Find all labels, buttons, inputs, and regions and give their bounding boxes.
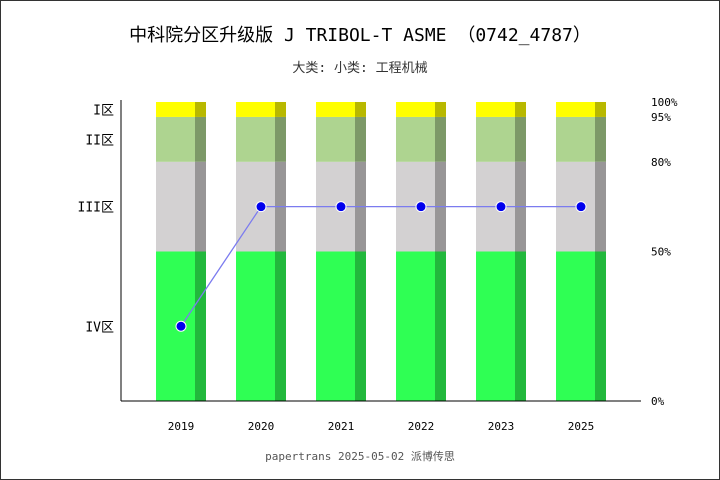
bar-segment-shade <box>195 251 206 401</box>
bar-segment <box>476 102 515 117</box>
bar-segment-shade <box>275 116 286 162</box>
x-tick-label: 2020 <box>248 420 275 433</box>
data-point <box>175 320 187 332</box>
right-tick-label: 95% <box>651 111 671 124</box>
data-point <box>495 201 507 213</box>
bar-segment-shade <box>595 102 606 117</box>
x-tick-label: 2022 <box>408 420 435 433</box>
right-tick-label: 80% <box>651 156 671 169</box>
bar-segment <box>316 251 355 401</box>
bar-segment-shade <box>515 251 526 401</box>
bar-segment <box>476 116 515 162</box>
bar-segment-shade <box>275 102 286 117</box>
bar-segment <box>156 116 195 162</box>
chart-subtitle: 大类: 小类: 工程机械 <box>292 61 428 76</box>
bar-segment-shade <box>435 251 446 401</box>
right-tick-label: 50% <box>651 246 671 259</box>
bar-segment <box>236 116 275 162</box>
right-tick-label: 100% <box>651 96 678 109</box>
x-tick-label: 2025 <box>568 420 595 433</box>
bar-segment <box>476 251 515 401</box>
bar-segment-shade <box>195 161 206 252</box>
bar-segment-shade <box>595 251 606 401</box>
x-tick-label: 2023 <box>488 420 515 433</box>
data-point <box>415 201 427 213</box>
bar-segment <box>236 251 275 401</box>
bar-segment <box>396 251 435 401</box>
x-tick-label: 2021 <box>328 420 355 433</box>
bar-segment <box>316 102 355 117</box>
data-point <box>255 201 267 213</box>
chart-footer: papertrans 2025-05-02 派博传思 <box>265 450 455 463</box>
bar-segment <box>156 161 195 252</box>
bar-segment-shade <box>275 251 286 401</box>
bar-segment-shade <box>355 116 366 162</box>
bar-segment-shade <box>355 251 366 401</box>
bar-segment-shade <box>435 116 446 162</box>
bar-segment-shade <box>195 102 206 117</box>
bar-segment <box>156 102 195 117</box>
bar-segment <box>556 102 595 117</box>
bar-segment-shade <box>435 102 446 117</box>
bar-segment <box>556 116 595 162</box>
bar-segment <box>316 116 355 162</box>
bar-segment-shade <box>355 102 366 117</box>
right-tick-label: 0% <box>651 395 665 408</box>
bar-segment <box>236 102 275 117</box>
data-point <box>335 201 347 213</box>
bar-segment <box>396 102 435 117</box>
zone-label: II区 <box>85 133 114 148</box>
chart-title: 中科院分区升级版 J TRIBOL-T ASME （0742_4787） <box>129 25 591 46</box>
bar-segment-shade <box>195 116 206 162</box>
bar-segment-shade <box>515 102 526 117</box>
zone-label: I区 <box>93 103 114 118</box>
series-line <box>180 205 581 327</box>
data-point <box>575 201 587 213</box>
bar-segment <box>396 116 435 162</box>
bar-segment-shade <box>515 116 526 162</box>
bar-segment-shade <box>595 116 606 162</box>
bar-segment <box>556 251 595 401</box>
x-tick-label: 2019 <box>168 420 195 433</box>
zone-label: III区 <box>78 201 114 216</box>
bar-segment-shade <box>595 161 606 252</box>
zone-label: IV区 <box>85 320 114 335</box>
